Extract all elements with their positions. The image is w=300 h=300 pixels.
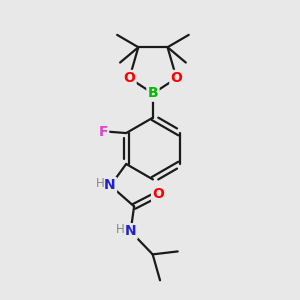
Text: O: O bbox=[124, 71, 135, 85]
Text: B: B bbox=[148, 86, 158, 100]
Text: N: N bbox=[104, 178, 116, 192]
Text: H: H bbox=[96, 177, 105, 190]
Text: F: F bbox=[98, 124, 108, 139]
Text: H: H bbox=[116, 224, 125, 236]
Text: O: O bbox=[171, 71, 182, 85]
Text: O: O bbox=[152, 187, 164, 201]
Text: N: N bbox=[125, 224, 136, 239]
